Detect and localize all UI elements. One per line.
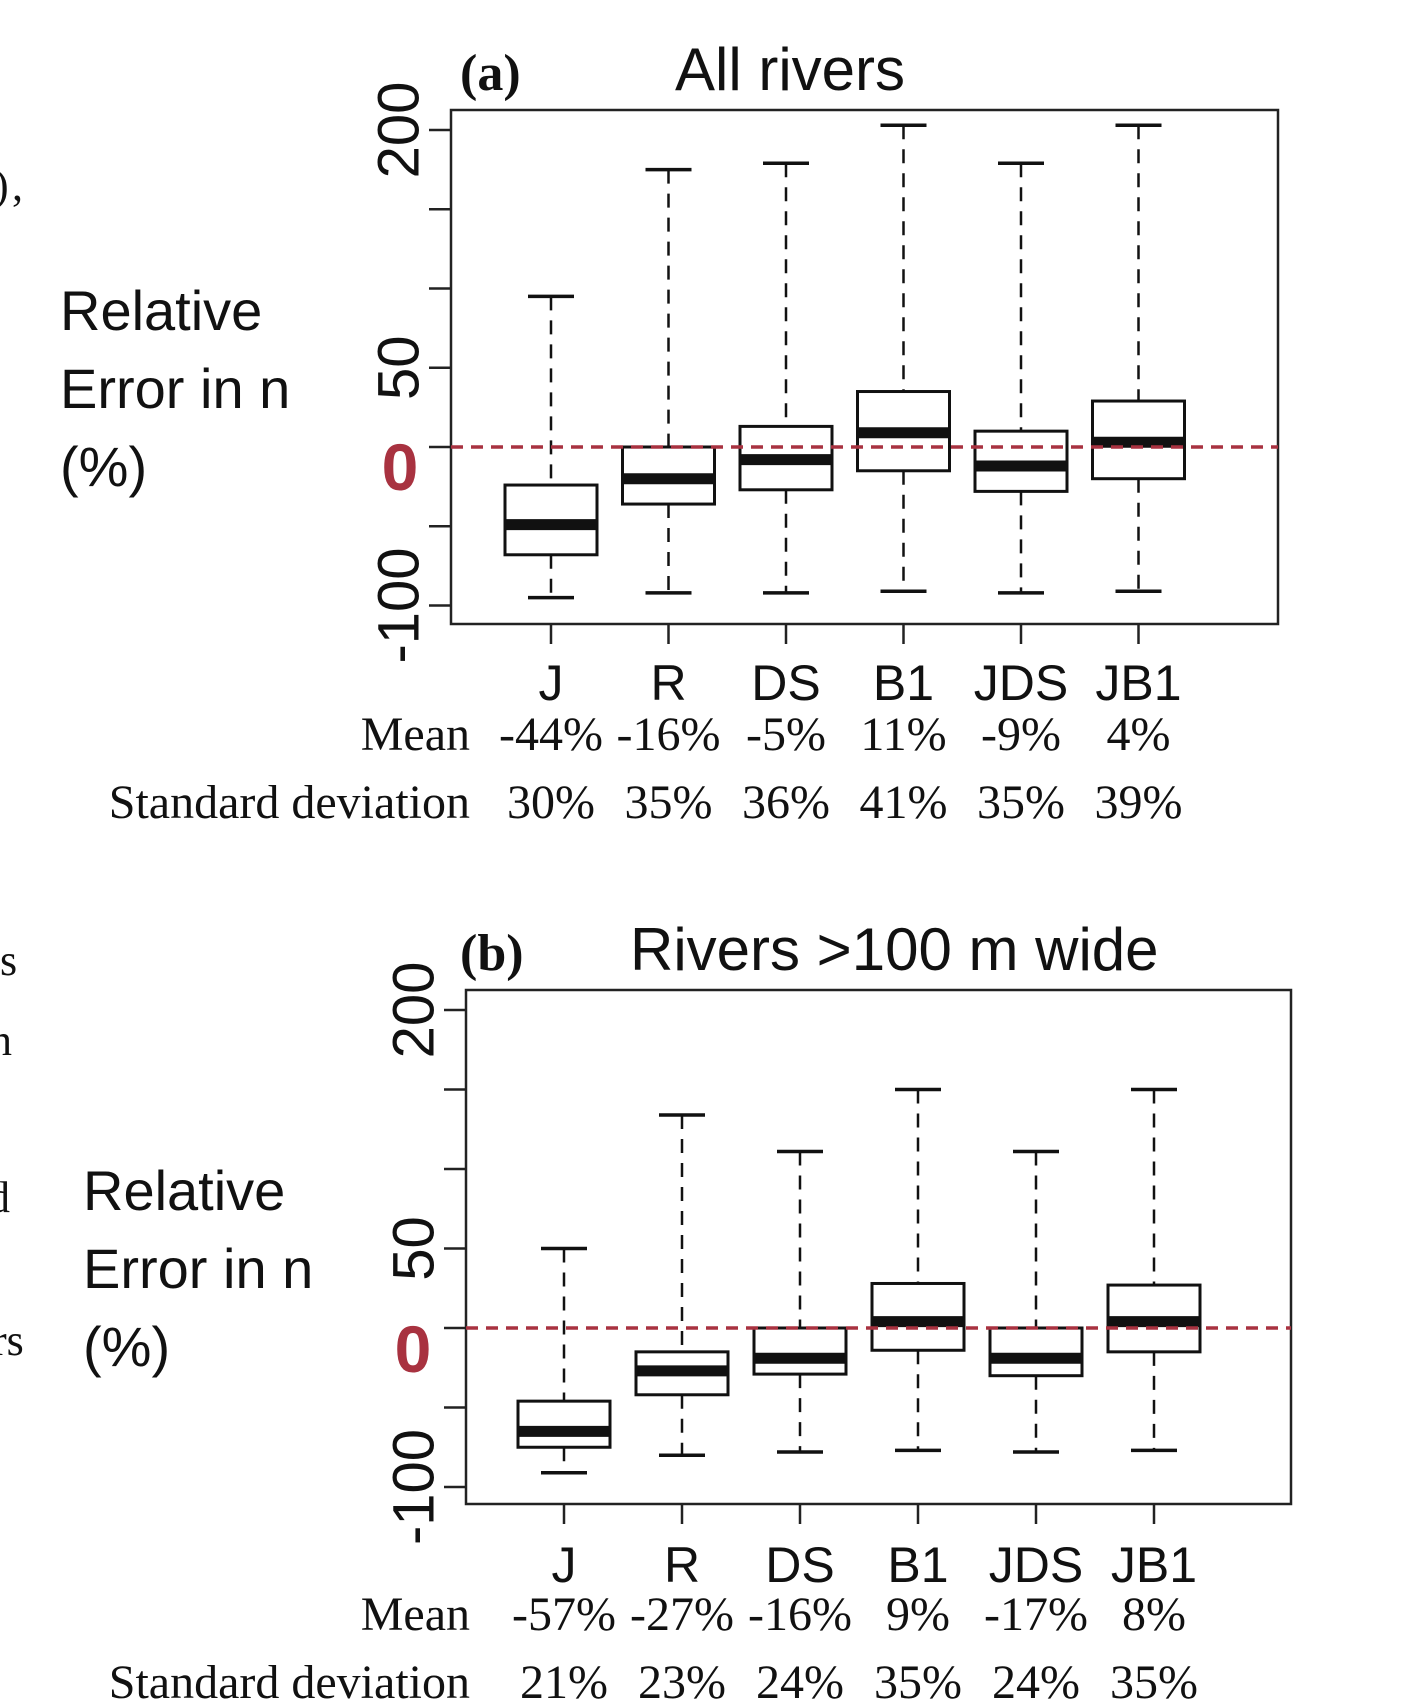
sd-value: 35% <box>1110 1656 1198 1702</box>
margin-text-fragment: , <box>12 161 23 210</box>
x-tick-label: B1 <box>873 655 934 711</box>
chart-panel-a: (a) All rivers Relative Error in n (%) 2… <box>60 36 1280 829</box>
margin-text-fragment: n <box>0 1016 12 1065</box>
iqr-box <box>516 1399 612 1449</box>
y-axis-label-line-2: Error in n <box>83 1237 313 1300</box>
y-tick-label: 50 <box>382 1216 447 1281</box>
y-axis-label-line-3: (%) <box>83 1315 170 1378</box>
y-axis-label-line-1: Relative <box>60 279 262 342</box>
x-tick-label: R <box>650 655 686 711</box>
y-tick-label: 200 <box>367 82 432 179</box>
mean-value: -16% <box>617 708 721 761</box>
y-axis-label-line-3: (%) <box>60 435 147 498</box>
mean-value: 11% <box>860 708 946 761</box>
x-tick-label: JDS <box>989 1537 1083 1593</box>
sd-value: 35% <box>874 1656 962 1702</box>
mean-value: -57% <box>512 1588 616 1641</box>
mean-value: 9% <box>886 1588 950 1641</box>
sd-value: 23% <box>638 1656 726 1702</box>
sd-value: 39% <box>1095 776 1183 829</box>
mean-value: 8% <box>1122 1588 1186 1641</box>
sd-value: 21% <box>520 1656 608 1702</box>
panel-label: (b) <box>460 925 524 982</box>
zero-label: 0 <box>395 1312 432 1386</box>
sd-value: 35% <box>625 776 713 829</box>
chart-title: All rivers <box>675 36 905 103</box>
sd-value: 30% <box>507 776 595 829</box>
mean-value: 4% <box>1107 708 1171 761</box>
y-tick-label: -100 <box>367 547 432 663</box>
x-tick-label: JB1 <box>1111 1537 1197 1593</box>
x-tick-label: JB1 <box>1095 655 1181 711</box>
sd-value: 36% <box>742 776 830 829</box>
mean-value: -5% <box>746 708 826 761</box>
sd-value: 24% <box>756 1656 844 1702</box>
mean-value: -27% <box>630 1588 734 1641</box>
y-tick-label: 50 <box>367 335 432 400</box>
mean-value: -17% <box>984 1588 1088 1641</box>
margin-text-fragment: rs <box>0 1316 24 1365</box>
x-tick-label: DS <box>751 655 820 711</box>
margin-text-fragment: ) <box>0 161 9 210</box>
mean-row-label: Mean <box>361 1588 470 1641</box>
y-tick-label: 200 <box>382 962 447 1059</box>
chart-panel-b: (b) Rivers >100 m wide Relative Error in… <box>83 916 1293 1702</box>
y-axis-label-line-1: Relative <box>83 1159 285 1222</box>
x-tick-label: J <box>552 1537 577 1593</box>
x-tick-label: JDS <box>974 655 1068 711</box>
sd-row-label: Standard deviation <box>109 1656 470 1702</box>
x-tick-label: B1 <box>887 1537 948 1593</box>
zero-label: 0 <box>382 430 419 504</box>
sd-row-label: Standard deviation <box>109 776 470 829</box>
panel-label: (a) <box>460 45 521 102</box>
plot-frame <box>464 988 1293 1506</box>
mean-value: -16% <box>748 1588 852 1641</box>
chart-title: Rivers >100 m wide <box>630 916 1159 983</box>
sd-value: 41% <box>860 776 948 829</box>
margin-text-fragment: us <box>0 936 17 985</box>
y-tick-label: -100 <box>382 1429 447 1545</box>
y-axis-label-line-2: Error in n <box>60 357 290 420</box>
mean-value: -9% <box>981 708 1061 761</box>
sd-value: 35% <box>977 776 1065 829</box>
mean-row-label: Mean <box>361 708 470 761</box>
x-tick-label: J <box>539 655 564 711</box>
iqr-box <box>988 1326 1084 1378</box>
mean-value: -44% <box>499 708 603 761</box>
x-tick-label: R <box>664 1537 700 1593</box>
iqr-box <box>752 1326 848 1376</box>
sd-value: 24% <box>992 1656 1080 1702</box>
x-tick-label: DS <box>765 1537 834 1593</box>
margin-text-fragment: d <box>0 1173 10 1222</box>
